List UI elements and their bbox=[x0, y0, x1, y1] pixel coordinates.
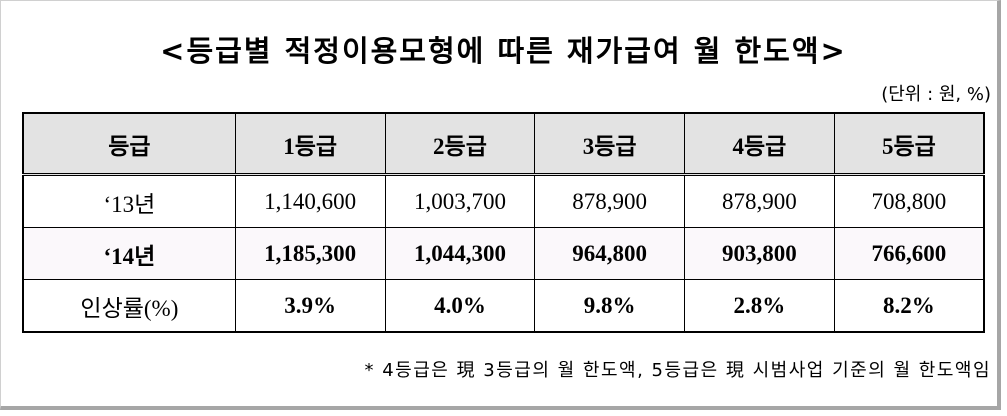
table-cell: 1,140,600 bbox=[234, 174, 386, 228]
table-cell: 903,800 bbox=[684, 227, 835, 280]
page-frame bbox=[0, 0, 1001, 410]
header-grade-2: 2등급 bbox=[384, 112, 536, 176]
header-grade: 등급 bbox=[22, 112, 236, 176]
table-row: 인상률(%) 3.9% 4.0% 9.8% 2.8% 8.2% bbox=[22, 279, 985, 333]
table-cell: 3.9% bbox=[234, 279, 386, 333]
table-cell: 1,044,300 bbox=[384, 227, 536, 280]
table-cell: 2.8% bbox=[684, 279, 835, 333]
table-cell: 964,800 bbox=[534, 227, 686, 280]
limit-table: 등급 1등급 2등급 3등급 4등급 5등급 ‘13년 1,140,600 1,… bbox=[22, 112, 985, 333]
header-grade-5: 5등급 bbox=[833, 112, 985, 176]
row-label-2014: ‘14년 bbox=[22, 227, 236, 280]
table-cell: 4.0% bbox=[384, 279, 536, 333]
table-cell: 708,800 bbox=[833, 174, 985, 228]
row-label-increase-rate: 인상률(%) bbox=[22, 279, 236, 333]
header-grade-3: 3등급 bbox=[534, 112, 686, 176]
table-row: ‘14년 1,185,300 1,044,300 964,800 903,800… bbox=[22, 227, 985, 280]
table-cell: 9.8% bbox=[534, 279, 686, 333]
unit-note: (단위 : 원, %) bbox=[881, 84, 991, 105]
footnote: * 4등급은 現 3등급의 월 한도액, 5등급은 現 시범사업 기준의 월 한… bbox=[364, 360, 991, 381]
header-grade-1: 1등급 bbox=[234, 112, 386, 176]
table-cell: 1,185,300 bbox=[234, 227, 386, 280]
table-row: ‘13년 1,140,600 1,003,700 878,900 878,900… bbox=[22, 174, 985, 228]
table-cell: 766,600 bbox=[833, 227, 985, 280]
table-header-row: 등급 1등급 2등급 3등급 4등급 5등급 bbox=[22, 112, 985, 176]
row-label-2013: ‘13년 bbox=[22, 174, 236, 228]
table-cell: 878,900 bbox=[534, 174, 686, 228]
table-cell: 1,003,700 bbox=[384, 174, 536, 228]
table-cell: 878,900 bbox=[684, 174, 835, 228]
page-title: <등급별 적정이용모형에 따른 재가급여 월 한도액> bbox=[160, 34, 847, 68]
table-cell: 8.2% bbox=[833, 279, 985, 333]
header-grade-4: 4등급 bbox=[684, 112, 835, 176]
